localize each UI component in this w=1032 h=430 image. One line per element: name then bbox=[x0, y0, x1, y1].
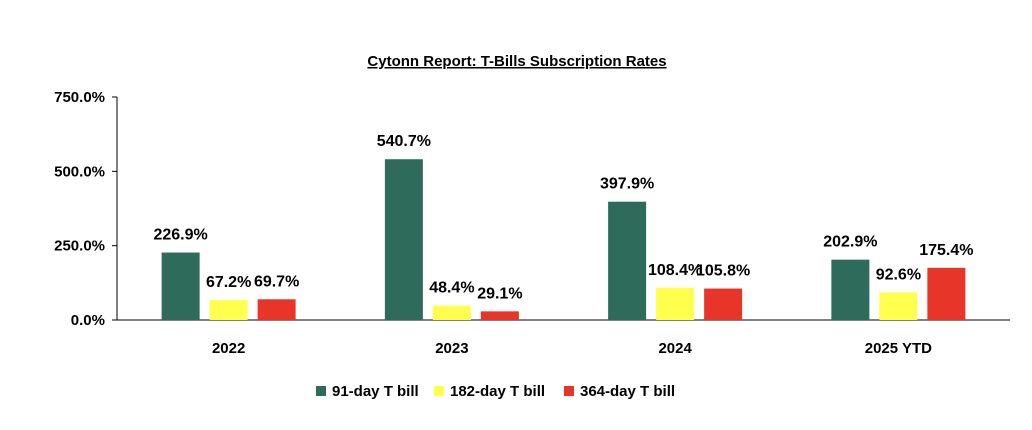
bar bbox=[927, 267, 966, 320]
data-label: 69.7% bbox=[254, 273, 299, 290]
data-label: 108.4% bbox=[648, 262, 702, 279]
legend-label: 91-day T bill bbox=[332, 383, 419, 400]
x-tick-label: 2024 bbox=[658, 340, 692, 357]
x-axis: 2022 2023 2024 2025 YTD bbox=[117, 319, 1010, 357]
data-label: 29.1% bbox=[477, 285, 522, 302]
y-tick-label: 0.0% bbox=[71, 312, 105, 329]
y-tick-label: 500.0% bbox=[54, 163, 105, 180]
data-label: 67.2% bbox=[206, 274, 251, 291]
data-label: 397.9% bbox=[600, 176, 654, 193]
bar bbox=[257, 299, 296, 320]
data-label: 540.7% bbox=[377, 133, 431, 150]
bars bbox=[161, 159, 966, 320]
bar bbox=[879, 292, 918, 320]
data-label: 48.4% bbox=[429, 280, 474, 297]
legend-swatch bbox=[564, 386, 574, 396]
y-tick-label: 250.0% bbox=[54, 238, 105, 255]
legend-label: 182-day T bill bbox=[450, 383, 545, 400]
data-labels: 226.9% 67.2% 69.7% 540.7% 48.4% 29.1% 397.9% 10… bbox=[153, 133, 973, 302]
bar bbox=[608, 201, 647, 320]
data-label: 175.4% bbox=[919, 242, 973, 259]
bar bbox=[161, 252, 200, 320]
legend: 91-day T bill 182-day T bill 364-day T bil… bbox=[316, 383, 675, 400]
x-tick-label: 2025 YTD bbox=[865, 340, 932, 357]
bar bbox=[831, 259, 870, 320]
bar bbox=[704, 288, 743, 320]
bar bbox=[480, 311, 519, 320]
data-label: 105.8% bbox=[696, 263, 750, 280]
bar bbox=[384, 159, 423, 320]
legend-swatch bbox=[316, 386, 326, 396]
data-label: 92.6% bbox=[876, 266, 921, 283]
y-tick-label: 750.0% bbox=[54, 89, 105, 106]
bar bbox=[656, 287, 695, 320]
y-axis: 0.0% 250.0% 500.0% 750.0% bbox=[54, 89, 118, 329]
chart-title: Cytonn Report: T-Bills Subscription Rate… bbox=[367, 53, 666, 70]
legend-swatch bbox=[434, 386, 444, 396]
legend-label: 364-day T bill bbox=[580, 383, 675, 400]
bar bbox=[432, 305, 471, 320]
x-tick-label: 2022 bbox=[212, 340, 245, 357]
data-label: 202.9% bbox=[823, 234, 877, 251]
x-tick-label: 2023 bbox=[435, 340, 468, 357]
bar bbox=[209, 300, 248, 320]
data-label: 226.9% bbox=[153, 227, 207, 244]
